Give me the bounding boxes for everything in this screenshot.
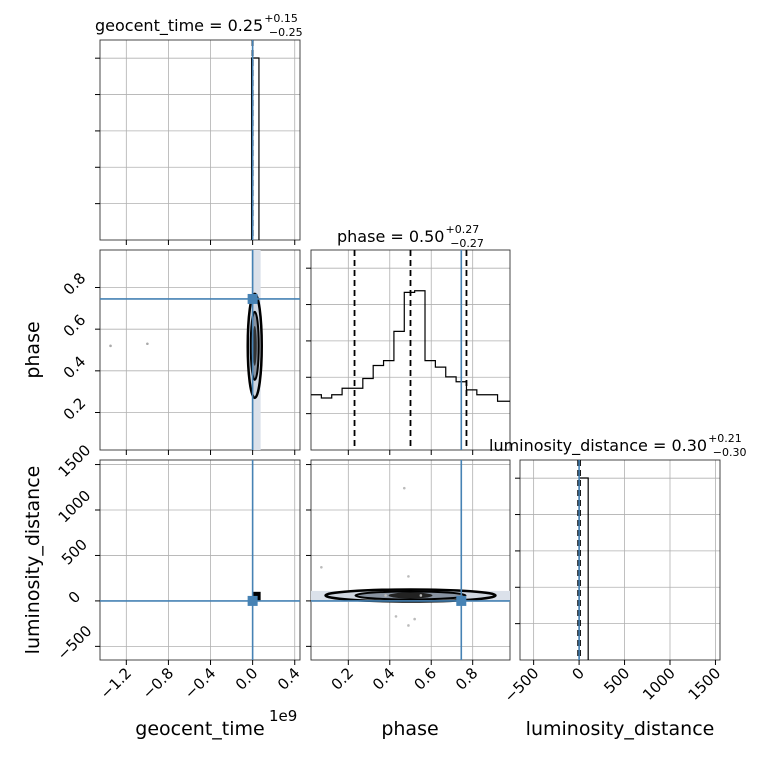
histogram-phase xyxy=(311,250,510,450)
histogram-step xyxy=(250,57,260,240)
scatter-point xyxy=(109,344,112,348)
tick-label-luminosity_distance: 500 xyxy=(58,535,91,568)
offset-text-geocent-time: 1e9 xyxy=(269,707,297,725)
truth-marker xyxy=(456,595,467,606)
panel-luminosity_distance-vs-phase xyxy=(310,459,511,661)
panel-frame xyxy=(519,459,721,661)
scatter-point xyxy=(320,565,323,569)
tick-label-luminosity_distance: 500 xyxy=(600,664,633,697)
tick-label-luminosity_distance: 1000 xyxy=(55,487,95,527)
contour-core xyxy=(388,592,433,599)
panel-luminosity_distance-vs-geocent_time xyxy=(99,459,301,661)
tick-label-geocent_time: −0.8 xyxy=(139,664,177,702)
xlabel-luminosity-distance: luminosity_distance xyxy=(526,718,715,740)
density-phase-vs-geocent_time xyxy=(100,250,300,450)
title-luminosity-distance: luminosity_distance = 0.30+0.21 −0.30 xyxy=(489,432,747,459)
panel-phase-vs-geocent_time xyxy=(99,249,301,451)
scatter-point xyxy=(419,594,423,597)
histogram-geocent_time xyxy=(250,40,260,240)
tick-label-luminosity_distance: 1000 xyxy=(639,664,679,704)
panel-frame xyxy=(99,249,301,451)
scatter-point xyxy=(407,624,410,627)
truth-marker xyxy=(247,293,258,304)
tick-label-luminosity_distance: 0 xyxy=(65,588,84,607)
tick-label-luminosity_distance: −500 xyxy=(54,622,96,664)
tick-label-luminosity_distance: 0 xyxy=(568,664,587,683)
tick-label-phase: 0.4 xyxy=(60,352,90,382)
tick-label-geocent_time: 0.0 xyxy=(232,664,262,694)
xlabel-geocent-time: geocent_time xyxy=(135,718,264,740)
histogram-luminosity_distance xyxy=(577,460,589,660)
tick-label-phase: 0.8 xyxy=(452,664,482,694)
tick-label-luminosity_distance: 1500 xyxy=(55,441,95,481)
ylabel-phase: phase xyxy=(22,321,44,378)
tick-label-luminosity_distance: 1500 xyxy=(685,664,725,704)
title-geocent-time: geocent_time = 0.25+0.15 −0.25 xyxy=(95,12,303,39)
title-minus: −0.25 xyxy=(269,26,303,39)
title-plus: +0.15 xyxy=(264,12,298,25)
scatter-point xyxy=(413,617,416,621)
histogram-step xyxy=(311,290,510,402)
tick-label-phase: 0.6 xyxy=(410,664,440,694)
tick-label-geocent_time: −0.4 xyxy=(181,664,219,702)
tick-label-luminosity_distance: −500 xyxy=(501,664,543,706)
panel-luminosity_distance-vs-luminosity_distance xyxy=(519,459,721,661)
truth-marker xyxy=(247,595,258,606)
panel-frame xyxy=(99,39,301,241)
tick-label-geocent_time: 0.4 xyxy=(274,664,304,694)
density-luminosity_distance-vs-geocent_time xyxy=(100,460,300,660)
scatter-point xyxy=(384,594,387,597)
tick-label-phase: 0.6 xyxy=(60,311,90,341)
density-luminosity_distance-vs-phase xyxy=(311,460,510,660)
tick-label-phase: 0.4 xyxy=(369,664,399,694)
panel-frame xyxy=(310,459,511,661)
title-phase: phase = 0.50+0.27 −0.27 xyxy=(337,223,484,250)
scatter-point xyxy=(402,486,406,490)
tick-label-phase: 0.8 xyxy=(60,269,90,299)
scatter-point xyxy=(407,575,410,578)
panel-geocent_time-vs-geocent_time xyxy=(99,39,301,241)
ylabel-luminosity-distance: luminosity_distance xyxy=(22,466,44,655)
tick-label-phase: 0.2 xyxy=(328,664,358,694)
scatter-point xyxy=(394,615,398,618)
tick-label-phase: 0.2 xyxy=(60,394,90,424)
contour-core xyxy=(252,325,257,366)
tick-label-geocent_time: −1.2 xyxy=(97,664,135,702)
xlabel-phase: phase xyxy=(381,718,438,740)
scatter-point xyxy=(146,342,149,346)
panel-frame xyxy=(99,459,301,661)
